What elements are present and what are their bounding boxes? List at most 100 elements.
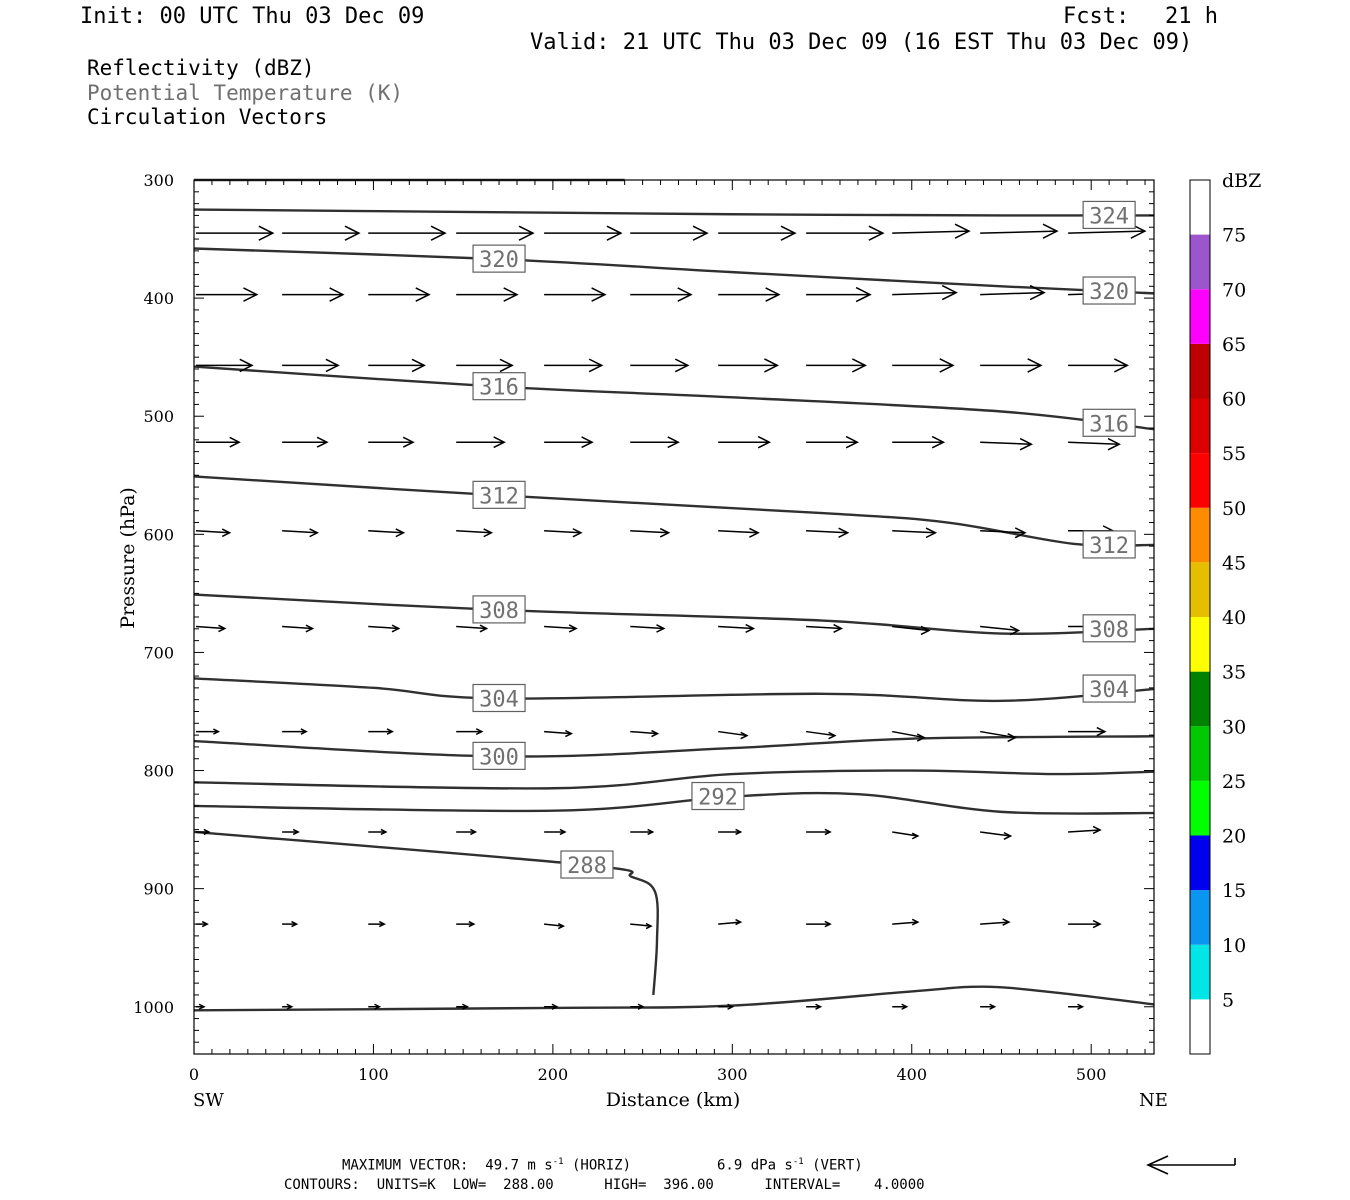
x-tick-label: 400: [896, 1065, 927, 1084]
vector-head: [325, 358, 340, 373]
vector-head: [309, 528, 320, 538]
vector-head: [203, 828, 211, 836]
vector-head: [402, 436, 415, 448]
vector-shaft: [718, 921, 741, 925]
contour-label-text: 320: [1089, 280, 1129, 305]
vector-head: [954, 223, 971, 239]
valid-time-label: Valid: 21 UTC Thu 03 Dec 09 (16 EST Thu …: [530, 30, 1193, 55]
contour-label-text: 292: [698, 786, 738, 811]
vector-head: [316, 436, 329, 448]
field-title-theta: Potential Temperature (K): [87, 81, 404, 105]
vector-arrow: [282, 1003, 294, 1010]
vector-head: [411, 358, 426, 373]
vector-head: [305, 624, 315, 633]
vector-arrow: [456, 528, 494, 538]
contour-label-308-0: 308: [472, 595, 526, 624]
vector-arrow: [282, 225, 361, 241]
vector-shaft: [980, 441, 1032, 445]
vector-shaft: [544, 923, 564, 927]
contour-label-box: [1082, 530, 1136, 559]
contour-label-304-1: 304: [1082, 674, 1136, 703]
vector-arrow: [1068, 437, 1121, 451]
colorbar-band-40: [1190, 562, 1210, 617]
colorbar-tick-label: 65: [1222, 334, 1246, 356]
vector-arrow: [718, 225, 797, 241]
vector-head: [568, 624, 578, 633]
vector-head: [989, 1003, 997, 1010]
vector-arrow: [368, 1003, 382, 1010]
y-tick-label: 800: [143, 762, 174, 781]
contour-label-292-0: 292: [691, 781, 745, 811]
y-tick-label: 900: [143, 880, 174, 899]
vector-head: [692, 225, 709, 241]
vector-head: [656, 624, 666, 633]
vector-head: [901, 1003, 909, 1010]
vector-shaft: [718, 625, 754, 630]
vector-arrow: [456, 436, 506, 449]
vector-head: [757, 435, 772, 449]
vector-arrow: [630, 287, 693, 302]
vector-arrow: [892, 223, 971, 239]
vector-arrow: [196, 287, 259, 302]
vector-head: [239, 358, 254, 373]
vector-head: [647, 828, 655, 836]
vector-shaft: [456, 625, 487, 630]
vector-shaft: [980, 530, 1025, 534]
colorbar-tick-label: 10: [1222, 935, 1246, 957]
vector-arrow: [282, 920, 299, 928]
vector-head: [824, 828, 832, 836]
vector-arrow: [718, 623, 756, 633]
vector-arrow: [544, 358, 604, 373]
vector-arrow: [630, 624, 666, 633]
vector-head: [572, 528, 583, 538]
colorbar-band-50: [1190, 453, 1210, 508]
vector-head: [1003, 831, 1013, 840]
contour-label-box: [472, 741, 526, 770]
vector-arrow: [282, 436, 329, 448]
vector-head: [1113, 358, 1129, 373]
vector-arrow: [368, 624, 401, 633]
contour-label-box: [1082, 408, 1136, 437]
contour-label-316-0: 316: [472, 372, 526, 401]
colorbar-band-45: [1190, 507, 1210, 563]
vector-head: [518, 225, 535, 241]
contour-label-text: 304: [479, 687, 519, 712]
vector-head: [931, 435, 946, 449]
vector-head: [391, 624, 401, 633]
forecast-hour-label: Fcst:: [1063, 4, 1130, 29]
vector-arrow: [806, 623, 843, 633]
vector-shaft: [892, 921, 918, 925]
vector-arrow: [980, 1003, 997, 1010]
vector-head: [468, 920, 476, 928]
max-vector-note: MAXIMUM VECTOR: 49.7 m s-1 (HORIZ) 6.9 dP…: [342, 1157, 863, 1174]
vector-head: [243, 287, 259, 302]
y-tick-label: 1000: [133, 998, 174, 1017]
vector-arrow: [544, 729, 573, 738]
vector-arrow: [980, 730, 1018, 743]
vector-shaft: [806, 530, 848, 534]
vector-arrow: [980, 625, 1021, 636]
contour-line-316: [193, 365, 1155, 431]
vector-arrow: [718, 435, 772, 449]
vector-arrow: [892, 831, 920, 840]
vector-head: [749, 527, 760, 538]
vector-head: [415, 287, 431, 302]
contour-line-320: [193, 247, 1155, 295]
vector-arrow: [630, 1003, 645, 1010]
vector-arrow: [806, 920, 832, 928]
y-axis-title: Pressure (hPa): [117, 487, 139, 629]
colorbar-band-65: [1190, 289, 1210, 344]
contour-label-box: [472, 480, 526, 509]
contour-label-text: 320: [479, 248, 519, 273]
vector-head: [386, 728, 394, 735]
vector-head: [740, 731, 749, 740]
vector-head: [292, 828, 300, 836]
vector-arrow: [980, 831, 1013, 840]
vector-arrow: [805, 730, 837, 740]
vector-head: [213, 728, 221, 735]
colorbar-band-25: [1190, 726, 1210, 781]
colorbar-band-30: [1190, 671, 1210, 727]
vector-head: [1029, 284, 1046, 301]
field-title-vectors: Circulation Vectors: [87, 105, 328, 129]
vector-head: [735, 828, 743, 836]
